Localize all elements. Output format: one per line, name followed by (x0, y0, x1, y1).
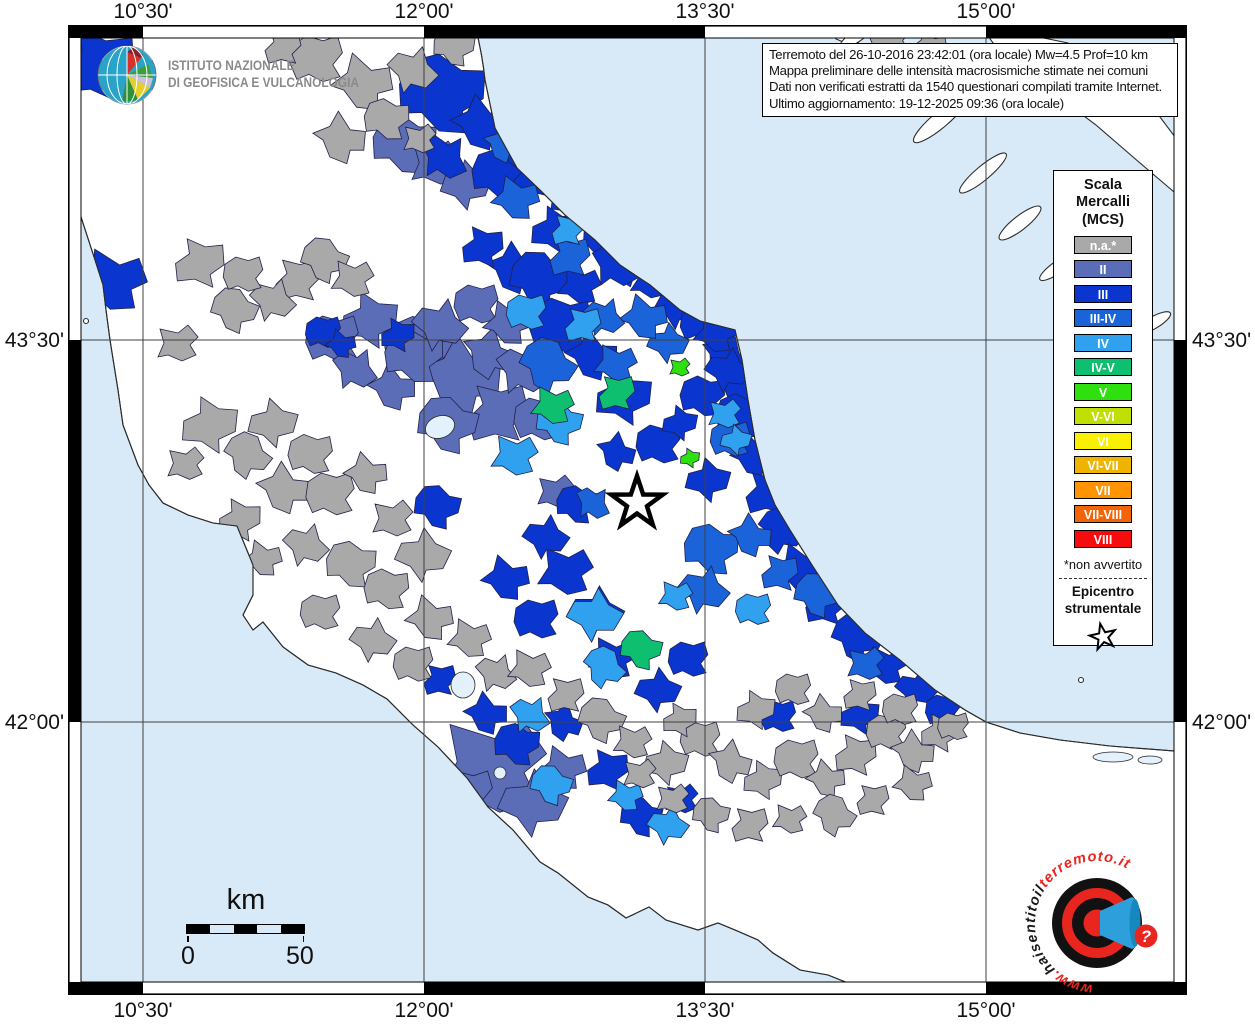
question-mark-icon: ? (1134, 924, 1158, 948)
lon-label-bottom-3: 15°00' (956, 999, 1016, 1022)
info-line-update: Ultimo aggiornamento: 19-12-2025 09:36 (… (769, 95, 1064, 111)
tremiti-island (1077, 676, 1085, 684)
legend-swatch-na: n.a.* (1074, 235, 1132, 254)
legend-epicenter-label: Epicentro strumentale (1064, 583, 1142, 616)
legend-swatch-viii: VIII (1074, 529, 1132, 548)
lon-label-bottom-1: 12°00' (394, 999, 454, 1022)
watermark-logo: ? www.haisentitoilterremoto.it (1022, 848, 1172, 1003)
svg-text:?: ? (1141, 927, 1152, 946)
legend-divider (1059, 577, 1147, 579)
legend-swatch-iii: III (1074, 284, 1132, 303)
ingv-logo: ISTITUTO NAZIONALE DI GEOFISICA E VULCAN… (96, 44, 385, 106)
ingv-name: ISTITUTO NAZIONALE DI GEOFISICA E VULCAN… (168, 58, 359, 90)
lat-label-right-0: 43°30' (1192, 329, 1252, 352)
lon-label-top-3: 15°00' (956, 0, 1016, 23)
legend-footnote: *non avvertito (1063, 556, 1143, 572)
legend-title: Scala Mercalli (MCS) (1076, 177, 1130, 228)
legend-swatch-iv: IV (1074, 333, 1132, 352)
lake-trasimeno (425, 415, 455, 439)
legend-swatch-v-vi: V-VI (1074, 407, 1132, 426)
lon-label-bottom-0: 10°30' (113, 999, 173, 1022)
lon-label-top-1: 12°00' (394, 0, 454, 23)
legend-swatch-iii-iv: III-IV (1074, 309, 1132, 328)
graticule (81, 38, 1174, 982)
lat-label-left-1: 42°00' (4, 711, 64, 734)
map-frame (68, 25, 1187, 995)
map-canvas (68, 25, 1187, 995)
info-line-data: Dati non verificati estratti da 1540 que… (769, 79, 1162, 95)
legend-swatch-vii: VII (1074, 480, 1132, 499)
scalebar-start-label: 0 (181, 942, 195, 970)
legend-epicenter-star-icon (1054, 620, 1152, 658)
legend-swatch-vi-vii: VI-VII (1074, 456, 1132, 475)
scalebar-unit: km (226, 884, 266, 916)
lat-label-right-1: 42°00' (1192, 711, 1252, 734)
lake-bolsena (450, 671, 476, 699)
lagoon (1092, 751, 1134, 763)
lon-label-top-0: 10°30' (113, 0, 173, 23)
legend-swatch-v: V (1074, 382, 1132, 401)
scalebar-bar (186, 924, 305, 942)
lagoon (1137, 755, 1163, 765)
scalebar-end-label: 50 (286, 942, 314, 970)
legend-swatch-vi: VI (1074, 431, 1132, 450)
lake-bracciano (493, 766, 507, 780)
small-island (82, 317, 90, 325)
lat-label-left-0: 43°30' (4, 329, 64, 352)
legend-swatch-iv-v: IV-V (1074, 358, 1132, 377)
lon-label-bottom-2: 13°30' (675, 999, 735, 1022)
ingv-globe-icon (97, 45, 157, 105)
legend-swatch-ii: II (1074, 260, 1132, 279)
scale-bar: km 0 50 (181, 884, 314, 970)
info-box: Terremoto del 26-10-2016 23:42:01 (ora l… (762, 43, 1178, 117)
legend-swatch-vii-viii: VII-VIII (1074, 505, 1132, 524)
lakes (425, 415, 1163, 780)
megaphone-icon (1100, 897, 1141, 949)
legend-panel: Scala Mercalli (MCS) n.a.* II III III-IV… (1053, 170, 1153, 652)
map (68, 25, 1187, 995)
lon-label-top-2: 13°30' (675, 0, 735, 23)
info-line-map: Mappa preliminare delle intensità macros… (769, 63, 1148, 79)
info-line-event: Terremoto del 26-10-2016 23:42:01 (ora l… (769, 47, 1148, 62)
